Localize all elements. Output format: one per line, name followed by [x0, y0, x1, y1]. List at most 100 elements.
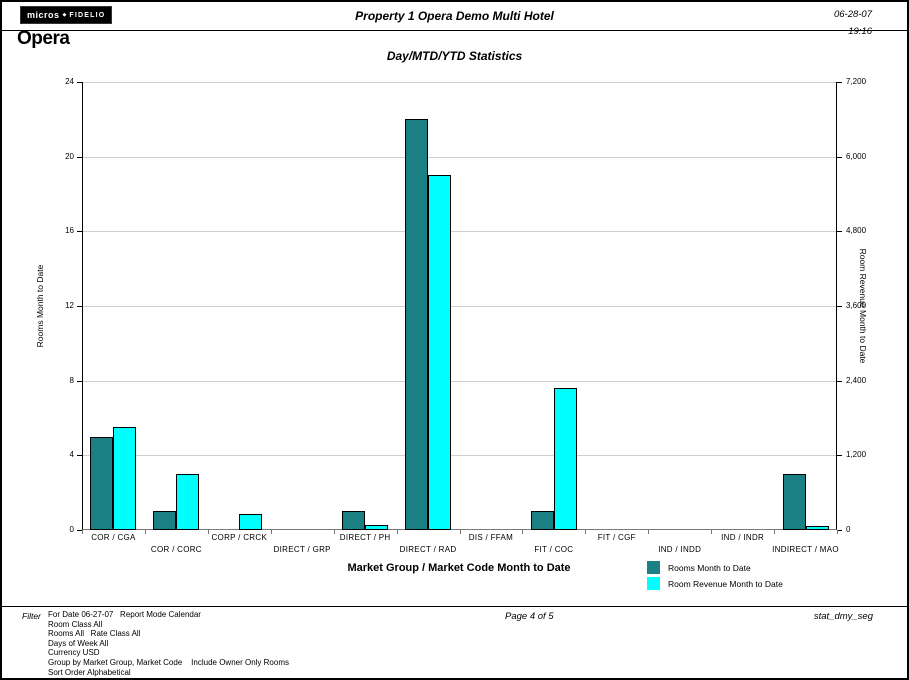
bar-revenue	[113, 427, 137, 530]
x-axis-tick	[397, 530, 398, 534]
grid-line	[83, 455, 836, 456]
opera-logo: Opera	[17, 28, 70, 49]
grid-line	[83, 157, 836, 158]
x-category-label: IND / INDR	[721, 533, 765, 542]
y2-axis-tick	[837, 231, 842, 232]
x-category-label: FIT / COC	[534, 545, 574, 554]
y2-axis-tick-label: 7,200	[846, 77, 867, 86]
y-axis-tick-label: 20	[65, 152, 74, 161]
report-title: Property 1 Opera Demo Multi Hotel	[355, 9, 554, 23]
bar-rooms	[530, 511, 554, 530]
filter-line: Group by Market Group, Market Code Inclu…	[48, 657, 289, 667]
chart-legend: Rooms Month to Date Room Revenue Month to…	[647, 561, 783, 593]
bar-revenue	[176, 474, 200, 530]
x-category-label: COR / CORC	[150, 545, 202, 554]
x-category-label: DIRECT / GRP	[273, 545, 331, 554]
y-axis-tick	[77, 231, 82, 232]
x-category-label: FIT / CGF	[597, 533, 636, 542]
x-axis-tick	[271, 530, 272, 534]
x-axis-tick	[648, 530, 649, 534]
y-axis-tick	[77, 157, 82, 158]
bar-revenue	[428, 175, 452, 530]
y2-axis-tick-label: 4,800	[846, 226, 867, 235]
bar-revenue	[553, 388, 577, 530]
x-axis-tick	[522, 530, 523, 534]
x-axis-title: Market Group / Market Code Month to Date	[347, 562, 571, 574]
filter-line: Room Class All	[48, 619, 103, 629]
y2-axis-tick	[837, 455, 842, 456]
filter-line: Days of Week All	[48, 638, 109, 648]
x-axis-tick	[208, 530, 209, 534]
legend-swatch	[647, 561, 660, 574]
legend-item: Rooms Month to Date	[647, 561, 783, 574]
x-axis-tick	[711, 530, 712, 534]
x-axis-tick	[774, 530, 775, 534]
filter-lines: For Date 06-27-07 Report Mode Calendar Ro…	[48, 610, 289, 677]
legend-item: Room Revenue Month to Date	[647, 577, 783, 590]
x-category-label: DIS / FFAM	[468, 533, 514, 542]
bar-rooms	[90, 436, 114, 530]
y-axis-tick-label: 0	[69, 525, 74, 534]
y2-axis-tick-label: 2,400	[846, 376, 867, 385]
y-axis-tick	[77, 530, 82, 531]
report-date: 06-28-07	[833, 9, 872, 20]
x-axis-tick	[837, 530, 838, 534]
y-axis-tick-label: 8	[69, 376, 74, 385]
legend-swatch	[647, 577, 660, 590]
filter-line: Sort Order Alphabetical	[48, 667, 131, 677]
bar-revenue	[365, 525, 389, 530]
plot-area	[82, 82, 837, 530]
diamond-separator-icon: ◆	[62, 11, 67, 18]
header-divider	[2, 30, 907, 31]
x-category-label: CORP / CRCK	[211, 533, 268, 542]
chart-title: Day/MTD/YTD Statistics	[386, 49, 523, 63]
legend-label: Rooms Month to Date	[668, 562, 751, 573]
filter-line: Rooms All Rate Class All	[48, 629, 141, 639]
y2-axis-tick-label: 1,200	[846, 450, 867, 459]
grid-line	[83, 82, 836, 83]
x-axis-tick	[145, 530, 146, 534]
x-axis-tick	[585, 530, 586, 534]
y2-axis-tick	[837, 381, 842, 382]
bar-rooms	[153, 511, 177, 530]
x-category-label: COR / CGA	[91, 533, 136, 542]
y2-axis-tick-label: 3,600	[846, 301, 867, 310]
micros-fidelio-logo: micros ◆ FIDELIO	[20, 6, 113, 24]
y2-axis-tick-label: 6,000	[846, 152, 867, 161]
bar-rooms	[342, 511, 366, 530]
fidelio-logo-text: FIDELIO	[69, 11, 106, 19]
x-category-label: DIRECT / PH	[339, 533, 391, 542]
bar-rooms	[782, 474, 806, 530]
y-axis-tick	[77, 82, 82, 83]
bar-revenue	[239, 514, 263, 530]
grid-line	[83, 306, 836, 307]
legend-label: Room Revenue Month to Date	[668, 578, 783, 589]
y2-axis-tick	[837, 157, 842, 158]
footer-divider	[2, 606, 907, 607]
report-id: stat_dmy_seg	[813, 611, 873, 622]
y-axis-tick	[77, 455, 82, 456]
bar-rooms	[405, 119, 429, 530]
filter-line: Currency USD	[48, 648, 100, 658]
grid-line	[83, 381, 836, 382]
y2-axis-tick-label: 0	[846, 525, 851, 534]
x-axis-tick	[334, 530, 335, 534]
grid-line	[83, 231, 836, 232]
y2-axis-tick	[837, 82, 842, 83]
report-time: 19:16	[848, 26, 872, 37]
page-number: Page 4 of 5	[505, 611, 554, 622]
x-category-label: DIRECT / RAD	[399, 545, 457, 554]
y-axis-tick-label: 24	[65, 77, 74, 86]
bar-revenue	[805, 526, 829, 530]
y-axis-tick	[77, 306, 82, 307]
y-axis-tick-label: 4	[69, 450, 74, 459]
filter-line: For Date 06-27-07 Report Mode Calendar	[48, 610, 201, 619]
y2-axis-tick	[837, 306, 842, 307]
y2-axis-tick	[837, 530, 842, 531]
x-category-label: IND / INDD	[658, 545, 702, 554]
micros-logo-text: micros	[27, 10, 60, 20]
filter-label: Filter	[22, 611, 41, 621]
x-category-label: INDIRECT / MAO	[772, 545, 839, 554]
y-axis-tick	[77, 381, 82, 382]
